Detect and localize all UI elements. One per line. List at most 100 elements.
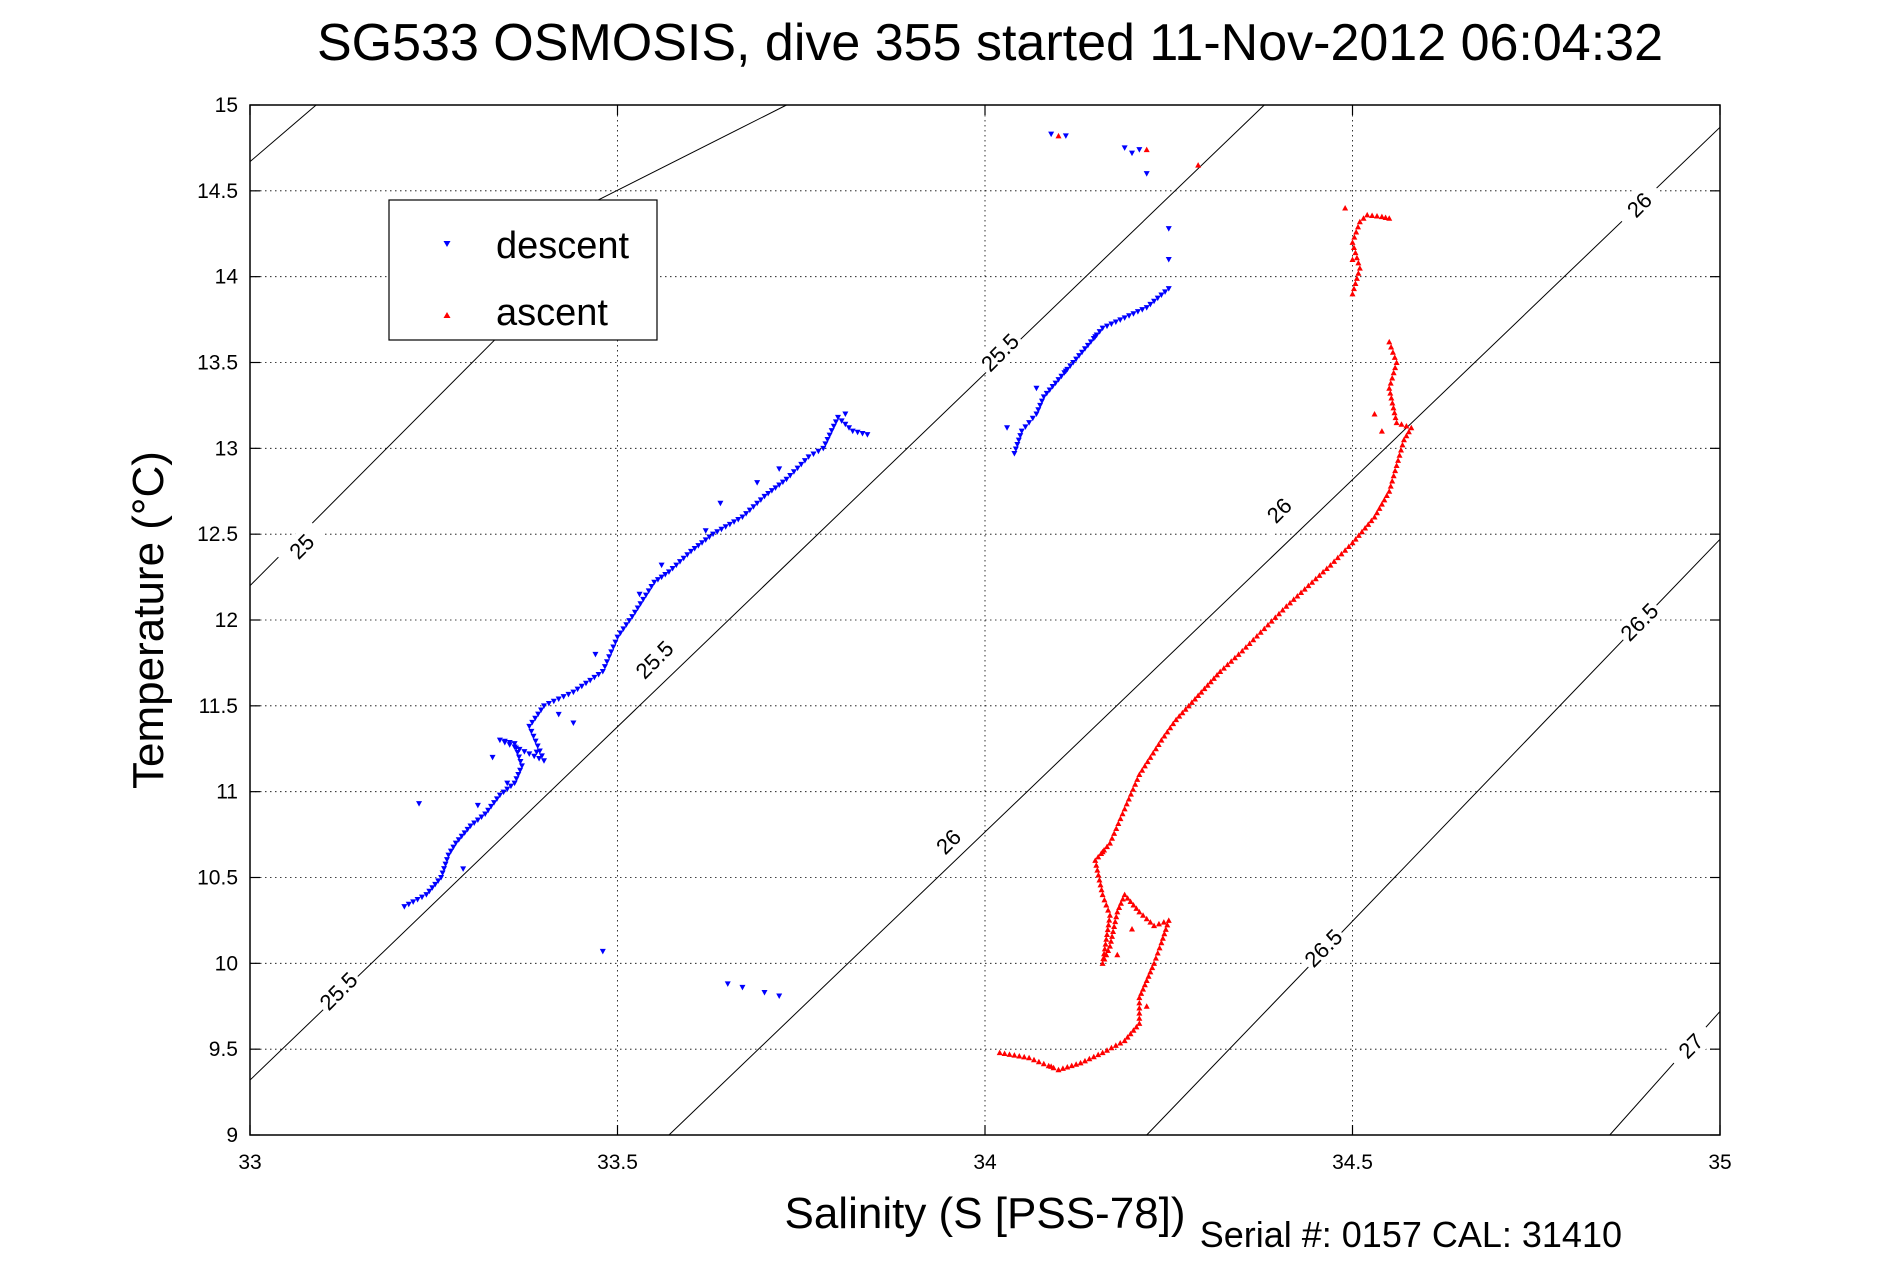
ascent-point [1349,256,1356,262]
ascent-point [1144,758,1151,765]
ascent-point [1151,960,1158,966]
contour-label-background [1252,483,1306,537]
descent-point [810,451,817,458]
descent-point [815,448,822,455]
descent-point [1048,131,1055,138]
ascent-point [1154,950,1161,956]
descent-point [1014,442,1021,448]
ascent-point [1016,1053,1023,1059]
descent-point [464,826,471,833]
ascent-point [1106,917,1113,923]
ascent-point [1389,399,1396,406]
descent-point [735,516,742,523]
ascent-point [1294,592,1301,599]
ascent-point [1132,781,1139,787]
x-tick-label: 34.5 [1332,1151,1373,1174]
ascent-point [1116,904,1123,911]
legend-ascent-label: ascent [496,292,608,334]
descent-point [1018,428,1025,435]
ascent-point [1106,912,1113,918]
ascent-point [1224,661,1231,668]
ascent-point [1353,229,1360,235]
ascent-point [1364,211,1371,218]
ascent-point [1403,423,1410,429]
ascent-point [1371,411,1378,417]
legend-ascent-marker [443,312,451,318]
descent-point [680,555,687,562]
descent-point [1079,349,1086,356]
descent-point [610,644,617,650]
ascent-point [1355,270,1362,276]
ascent-point [1201,685,1208,692]
ascent-point [1389,477,1396,484]
ascent-point [1391,354,1398,360]
ascent-point [1110,928,1117,934]
descent-point [550,698,557,705]
y-tick-label: 10 [215,952,238,975]
descent-point [555,696,562,702]
descent-point [517,767,524,774]
descent-point [1029,415,1036,422]
descent-point [776,466,783,472]
descent-point [658,562,665,569]
ascent-point [1143,1003,1150,1009]
ascent-point [1115,820,1122,827]
chart-title: SG533 OSMOSIS, dive 355 started 11-Nov-2… [317,14,1663,72]
ascent-point [1162,926,1169,932]
ascent-point [1369,212,1376,218]
descent-point [1033,411,1040,417]
descent-point [1158,292,1165,298]
ascent-point [1136,1004,1143,1011]
ascent-point [1349,539,1356,546]
descent-point [506,742,513,748]
ascent-point [1136,1010,1143,1016]
ascent-point [1109,835,1116,841]
ascent-point [1399,441,1406,448]
ascent-point [1403,432,1410,439]
descent-point [832,419,839,425]
descent-point [750,504,757,510]
descent-point [1015,437,1022,444]
descent-point [1035,407,1042,413]
ascent-point [1356,218,1363,225]
descent-point [1084,342,1091,349]
ascent-point [1095,853,1102,860]
ascent-point [1188,699,1195,705]
descent-point [491,800,498,806]
descent-point [835,414,841,421]
ascent-point [1123,800,1130,807]
legend-box [388,199,658,341]
ascent-point [1136,1020,1143,1026]
descent-point [1067,363,1074,369]
ascent-point [1389,349,1396,355]
descent-point [533,749,540,756]
descent-point [532,738,539,745]
x-tick-label: 33.5 [597,1151,638,1174]
ascent-point [1352,536,1359,542]
ascent-point [1006,1051,1013,1057]
descent-point [726,521,733,528]
descent-point [504,780,511,787]
descent-point [805,454,812,460]
ascent-point [1139,767,1146,773]
descent-point [684,552,691,558]
descent-point [787,473,794,479]
ascent-point [1136,908,1143,915]
ascent-point [1134,776,1141,782]
ascent-point [1150,750,1157,756]
ascent-point [1077,1059,1084,1066]
y-tick-label: 12.5 [197,523,238,546]
descent-point [1136,147,1143,153]
descent-point [1062,368,1069,375]
ascent-point [1395,457,1402,463]
descent-point [648,584,655,590]
ascent-point [1097,881,1104,888]
ascent-point [1405,428,1412,435]
descent-point [488,803,495,810]
descent-point [493,796,500,802]
ascent-point [1106,840,1113,846]
ascent-point [1108,1044,1115,1051]
descent-point [1055,377,1062,383]
descent-point [606,654,613,660]
y-tick-label: 9 [226,1124,238,1147]
